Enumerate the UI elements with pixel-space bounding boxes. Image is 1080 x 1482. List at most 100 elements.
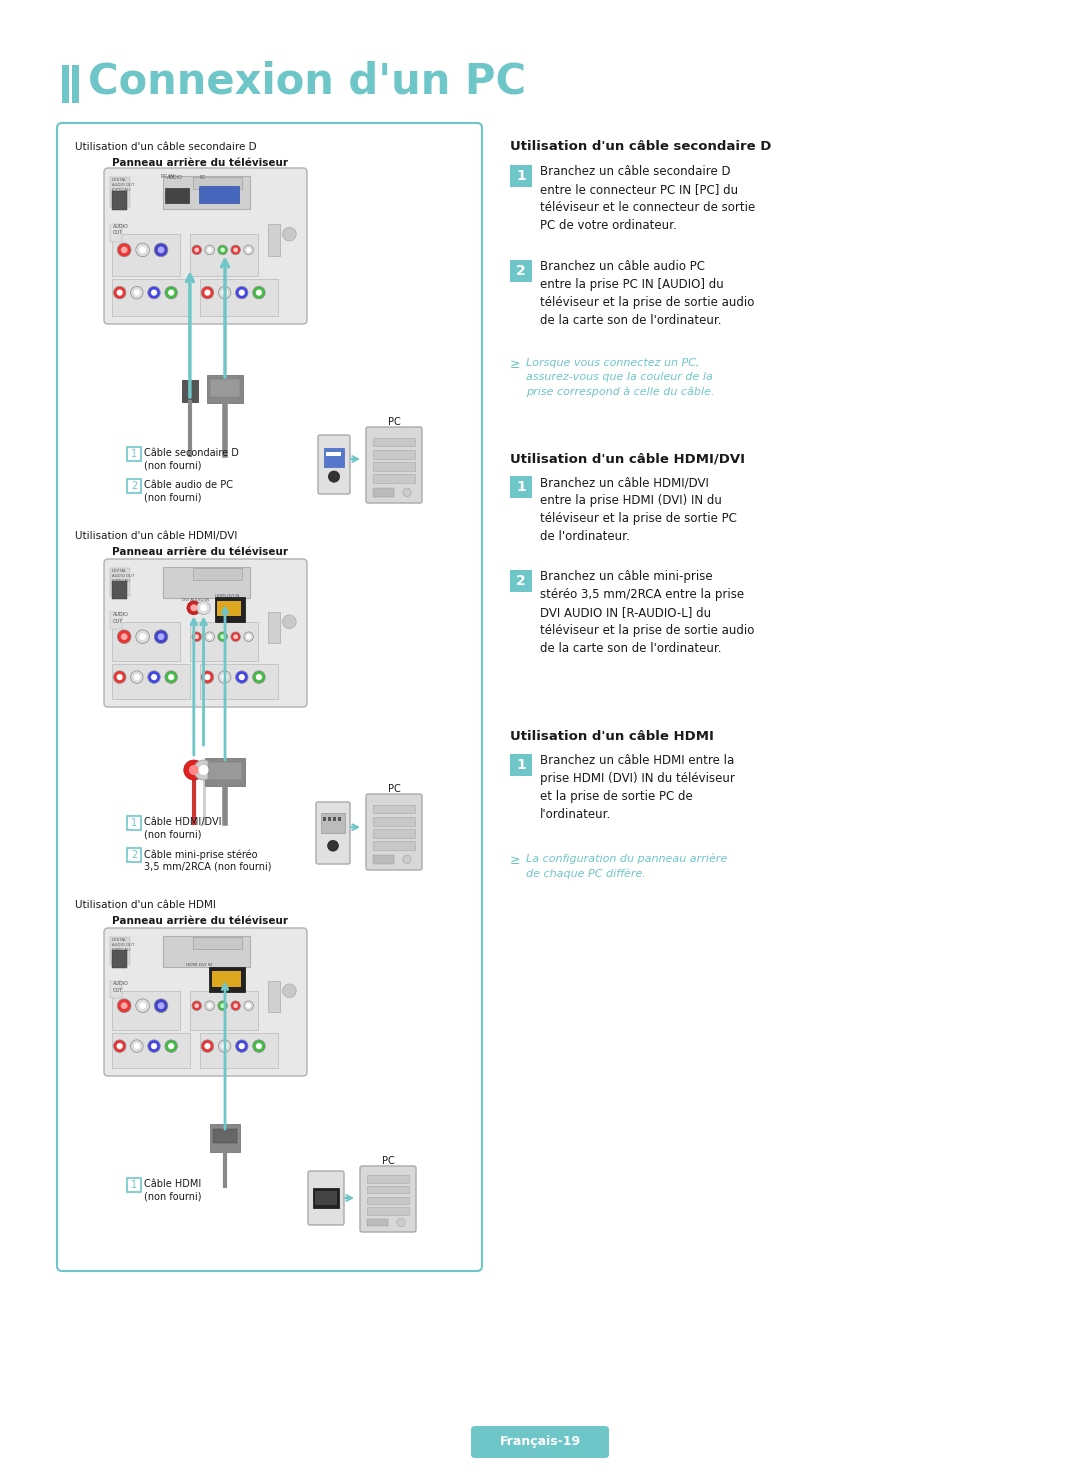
Circle shape xyxy=(121,246,127,253)
Bar xyxy=(208,762,242,780)
Circle shape xyxy=(200,605,207,611)
Text: PC: PC xyxy=(200,175,205,179)
Circle shape xyxy=(158,633,164,640)
Bar xyxy=(373,842,415,851)
Bar xyxy=(193,937,242,948)
Bar xyxy=(112,581,126,599)
Circle shape xyxy=(205,1000,215,1011)
Text: Utilisation d'un câble HDMI/DVI: Utilisation d'un câble HDMI/DVI xyxy=(75,531,238,541)
Text: AUDIO
OUT: AUDIO OUT xyxy=(113,612,129,624)
Circle shape xyxy=(239,1043,245,1049)
Circle shape xyxy=(118,630,131,643)
Text: ≥: ≥ xyxy=(510,359,521,370)
Circle shape xyxy=(151,289,158,296)
Text: 2: 2 xyxy=(516,264,526,279)
Bar xyxy=(333,817,336,821)
FancyBboxPatch shape xyxy=(104,167,307,325)
Bar xyxy=(112,1033,190,1069)
Circle shape xyxy=(165,1040,177,1052)
Circle shape xyxy=(235,671,248,683)
Circle shape xyxy=(403,855,411,864)
Text: HDMI DVI IN: HDMI DVI IN xyxy=(215,594,240,597)
Circle shape xyxy=(233,634,238,639)
Bar xyxy=(213,971,241,987)
Circle shape xyxy=(246,634,251,639)
Circle shape xyxy=(283,984,296,997)
Circle shape xyxy=(113,671,126,683)
Bar xyxy=(335,452,338,456)
Circle shape xyxy=(220,247,225,252)
Circle shape xyxy=(165,671,177,683)
Bar xyxy=(315,1190,337,1205)
Bar xyxy=(112,234,180,276)
Bar xyxy=(72,65,79,104)
Circle shape xyxy=(199,765,208,775)
Circle shape xyxy=(218,1000,228,1011)
Circle shape xyxy=(189,765,199,775)
Text: 2: 2 xyxy=(131,851,137,860)
Circle shape xyxy=(134,1043,140,1049)
Bar xyxy=(164,188,189,203)
Text: Utilisation d'un câble secondaire D: Utilisation d'un câble secondaire D xyxy=(510,139,771,153)
Text: DIGITAL
AUDIO OUT
(OPTICAL): DIGITAL AUDIO OUT (OPTICAL) xyxy=(112,938,134,953)
Bar xyxy=(373,462,415,471)
Text: 2: 2 xyxy=(516,574,526,588)
Bar xyxy=(323,817,326,821)
Text: Branchez un câble HDMI entre la
prise HDMI (DVI) IN du téléviseur
et la prise de: Branchez un câble HDMI entre la prise HD… xyxy=(540,754,734,821)
Circle shape xyxy=(207,634,212,639)
Circle shape xyxy=(117,674,123,680)
Text: Utilisation d'un câble HDMI: Utilisation d'un câble HDMI xyxy=(75,900,216,910)
Bar xyxy=(373,437,415,446)
Circle shape xyxy=(192,631,202,642)
Bar xyxy=(215,597,244,622)
Bar xyxy=(213,1129,237,1143)
Bar xyxy=(127,817,141,830)
Bar xyxy=(181,379,198,402)
Circle shape xyxy=(194,1003,199,1008)
Circle shape xyxy=(131,671,144,683)
Circle shape xyxy=(246,1003,251,1008)
Bar xyxy=(163,176,251,209)
Circle shape xyxy=(192,1000,202,1011)
Circle shape xyxy=(233,1003,238,1008)
Circle shape xyxy=(207,1003,212,1008)
Circle shape xyxy=(121,1002,127,1009)
Bar xyxy=(338,817,341,821)
Circle shape xyxy=(194,247,199,252)
Text: 1: 1 xyxy=(131,818,137,828)
Circle shape xyxy=(327,840,338,851)
Circle shape xyxy=(190,605,198,611)
Bar xyxy=(373,451,415,458)
Bar xyxy=(110,568,130,596)
Circle shape xyxy=(136,243,149,256)
Circle shape xyxy=(220,1003,225,1008)
Text: Câble HDMI
(non fourni): Câble HDMI (non fourni) xyxy=(144,1180,202,1202)
Circle shape xyxy=(231,631,241,642)
Text: AUDIO: AUDIO xyxy=(166,175,183,179)
Text: HDMI DVI IN: HDMI DVI IN xyxy=(186,963,212,966)
Circle shape xyxy=(244,631,254,642)
Circle shape xyxy=(118,999,131,1012)
Circle shape xyxy=(218,1040,231,1052)
Circle shape xyxy=(231,245,241,255)
Bar xyxy=(324,448,345,467)
Bar xyxy=(338,452,341,456)
Bar xyxy=(62,65,69,104)
Circle shape xyxy=(231,1000,241,1011)
Circle shape xyxy=(253,671,266,683)
Bar xyxy=(510,754,532,777)
Text: La configuration du panneau arrière
de chaque PC diffère.: La configuration du panneau arrière de c… xyxy=(526,854,727,879)
Text: Utilisation d'un câble HDMI/DVI: Utilisation d'un câble HDMI/DVI xyxy=(510,452,745,465)
Bar xyxy=(112,191,126,210)
Circle shape xyxy=(233,247,238,252)
Circle shape xyxy=(204,289,211,296)
Text: ≥: ≥ xyxy=(510,854,521,867)
Bar xyxy=(373,805,415,814)
FancyBboxPatch shape xyxy=(57,123,482,1272)
Circle shape xyxy=(220,634,225,639)
Text: Câble HDMI/DVI
(non fourni): Câble HDMI/DVI (non fourni) xyxy=(144,817,221,839)
Text: DIGITAL
AUDIO OUT
(OPTICAL): DIGITAL AUDIO OUT (OPTICAL) xyxy=(112,178,134,193)
Bar xyxy=(373,817,415,825)
Text: Câble audio de PC
(non fourni): Câble audio de PC (non fourni) xyxy=(144,480,233,502)
Bar xyxy=(110,937,130,965)
